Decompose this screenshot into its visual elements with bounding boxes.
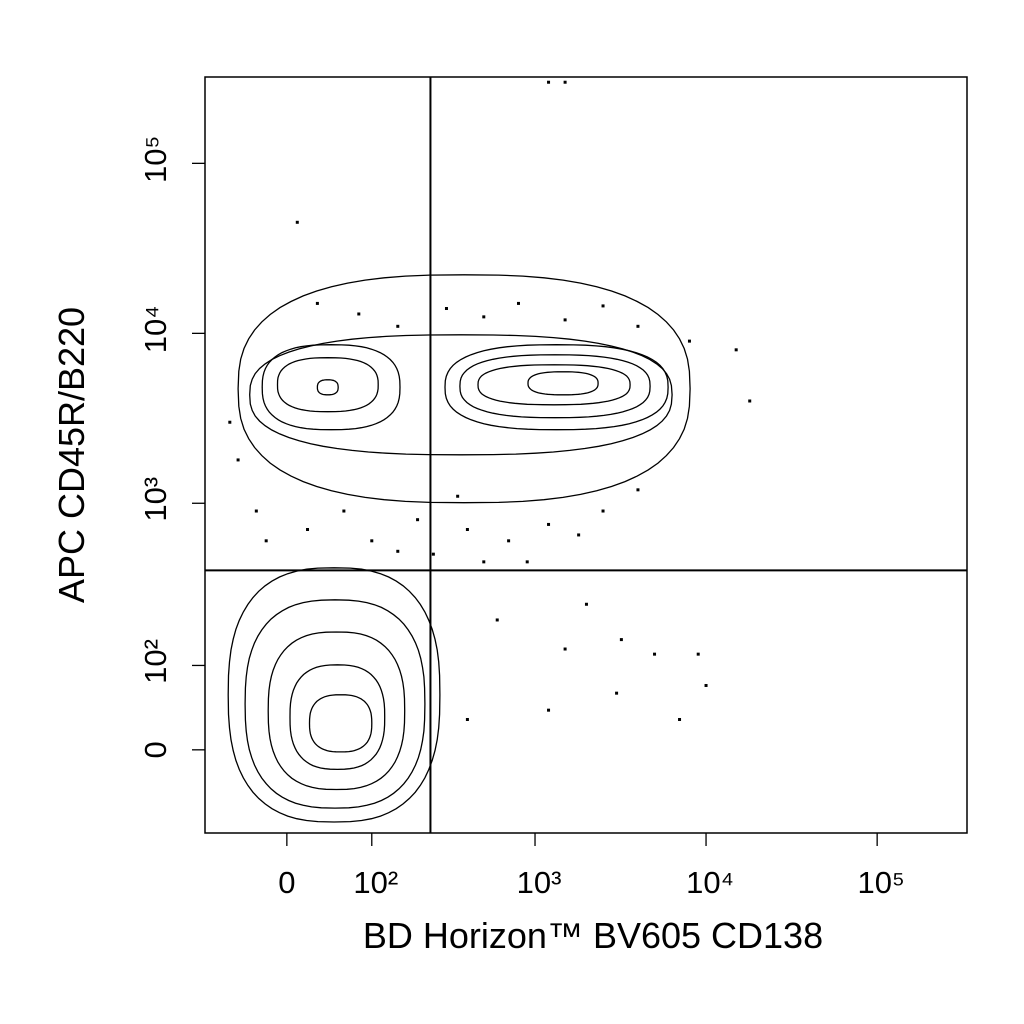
event-dot — [584, 602, 588, 606]
contour — [267, 631, 406, 791]
event-dot — [254, 509, 258, 513]
event-dot — [495, 618, 499, 622]
event-dot — [547, 522, 551, 526]
y-tick-label: 10⁵ — [138, 136, 173, 183]
x-tick-label: 10² — [353, 865, 398, 900]
event-dot — [525, 560, 529, 564]
y-tick-label: 10⁴ — [138, 305, 173, 353]
event-dot — [507, 539, 511, 543]
event-dot — [315, 301, 319, 305]
event-dot — [687, 339, 691, 343]
contour — [261, 344, 401, 431]
contour — [249, 334, 673, 456]
event-dot — [264, 539, 268, 543]
event-dot — [370, 539, 374, 543]
x-axis-title: BD Horizon™ BV605 CD138 — [363, 915, 823, 956]
contour — [237, 274, 691, 504]
event-dot — [465, 717, 469, 721]
contour — [316, 379, 339, 396]
contour — [527, 371, 599, 396]
plot-frame — [204, 76, 968, 834]
event-dot — [482, 560, 486, 564]
y-axis-title: APC CD45R/B220 — [51, 307, 92, 603]
y-tick-label: 10³ — [138, 477, 173, 522]
event-dot — [601, 509, 605, 513]
event-dot — [563, 80, 567, 84]
event-dot — [577, 533, 581, 537]
event-dot — [295, 220, 299, 224]
event-dot — [396, 549, 400, 553]
event-dot — [482, 315, 486, 319]
event-dot — [563, 647, 567, 651]
event-dot — [516, 301, 520, 305]
event-dot — [636, 488, 640, 492]
event-dot — [636, 324, 640, 328]
contour — [459, 354, 651, 419]
event-dot — [734, 348, 738, 352]
contour — [276, 357, 379, 413]
event-dot — [444, 307, 448, 311]
event-dot — [696, 652, 700, 656]
event-dot — [619, 638, 623, 642]
event-dot — [465, 528, 469, 532]
event-dot — [563, 318, 567, 322]
event-dot — [547, 80, 551, 84]
event-dot — [228, 420, 232, 424]
contour — [289, 664, 386, 771]
y-tick-label: 0 — [138, 741, 173, 758]
event-dot — [342, 509, 346, 513]
event-dot — [456, 494, 460, 498]
event-dot — [396, 324, 400, 328]
event-dot — [748, 399, 752, 403]
event-dot — [678, 717, 682, 721]
x-tick-label: 0 — [278, 865, 295, 900]
x-tick-label: 10⁴ — [686, 865, 734, 900]
event-dot — [704, 683, 708, 687]
event-dot — [306, 528, 310, 532]
event-dot — [601, 304, 605, 308]
y-tick-label: 10² — [138, 639, 173, 684]
event-dot — [357, 312, 361, 316]
event-dot — [653, 652, 657, 656]
event-dot — [431, 552, 435, 556]
event-dot — [615, 691, 619, 695]
event-dot — [547, 708, 551, 712]
contour — [244, 599, 426, 809]
contour — [308, 694, 373, 753]
contour — [444, 344, 669, 431]
x-tick-label: 10⁵ — [857, 865, 904, 900]
x-tick-label: 10³ — [517, 865, 562, 900]
event-dot — [416, 518, 420, 522]
event-dot — [236, 458, 240, 462]
contour — [227, 567, 441, 823]
contour — [477, 364, 631, 406]
